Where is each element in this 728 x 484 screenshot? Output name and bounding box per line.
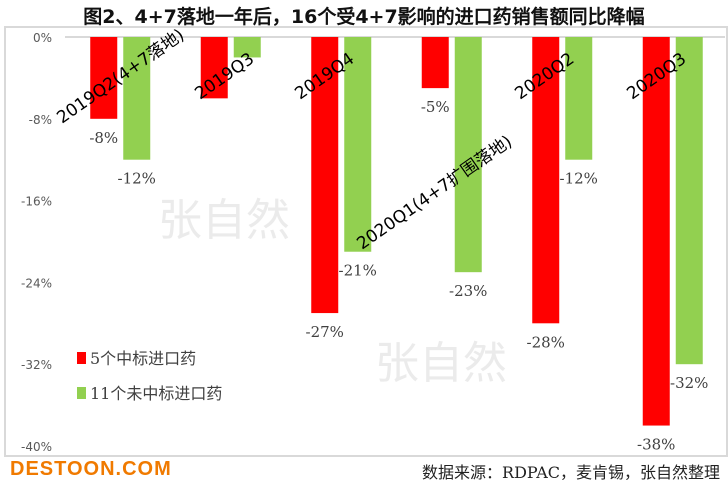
data-label: -8% — [89, 129, 118, 147]
data-label: -12% — [118, 170, 156, 188]
bar-winning — [532, 37, 560, 324]
data-label: -32% — [670, 374, 708, 392]
bar-winning — [642, 37, 670, 426]
logo-watermark: DESTOON.COM — [10, 458, 172, 480]
legend-label: 5个中标进口药 — [90, 349, 196, 368]
y-tick-label: -8% — [29, 113, 52, 127]
y-tick-label: -40% — [21, 440, 52, 454]
y-tick-label: 0% — [33, 31, 52, 45]
y-tick-label: -32% — [21, 358, 52, 372]
bar-nonwinning — [123, 37, 151, 160]
category-label: 2019Q2(4+7落地) — [53, 25, 188, 128]
watermark-text: 张自然 — [375, 338, 507, 389]
bar-winning — [421, 37, 449, 89]
y-tick-label: -16% — [21, 195, 52, 209]
y-tick-label: -24% — [21, 276, 52, 290]
plot-border — [4, 26, 728, 457]
bar-winning — [200, 37, 228, 99]
bar-nonwinning — [675, 37, 703, 365]
legend-label: 11个未中标进口药 — [90, 384, 222, 403]
data-label: -28% — [527, 333, 565, 351]
bar-winning — [311, 37, 339, 314]
bar-nonwinning — [233, 37, 261, 58]
data-label: -27% — [306, 323, 344, 341]
bar-nonwinning — [344, 37, 372, 252]
bar-nonwinning — [454, 37, 482, 273]
legend-swatch — [77, 352, 86, 364]
data-label: -21% — [339, 262, 377, 280]
data-label: -12% — [560, 170, 598, 188]
source-note: 数据来源：RDPAC，麦肯锡，张自然整理 — [422, 463, 720, 482]
legend-swatch — [77, 387, 86, 399]
bar-nonwinning — [565, 37, 593, 160]
data-label: -38% — [637, 436, 675, 454]
chart-title: 图2、4+7落地一年后，16个受4+7影响的进口药销售额同比降幅 — [83, 6, 645, 28]
data-label: -23% — [449, 282, 487, 300]
bar-winning — [90, 37, 118, 119]
watermark-text: 张自然 — [158, 195, 290, 246]
category-label: 2020Q1(4+7扩围落地) — [353, 132, 516, 254]
data-label: -5% — [421, 98, 450, 116]
